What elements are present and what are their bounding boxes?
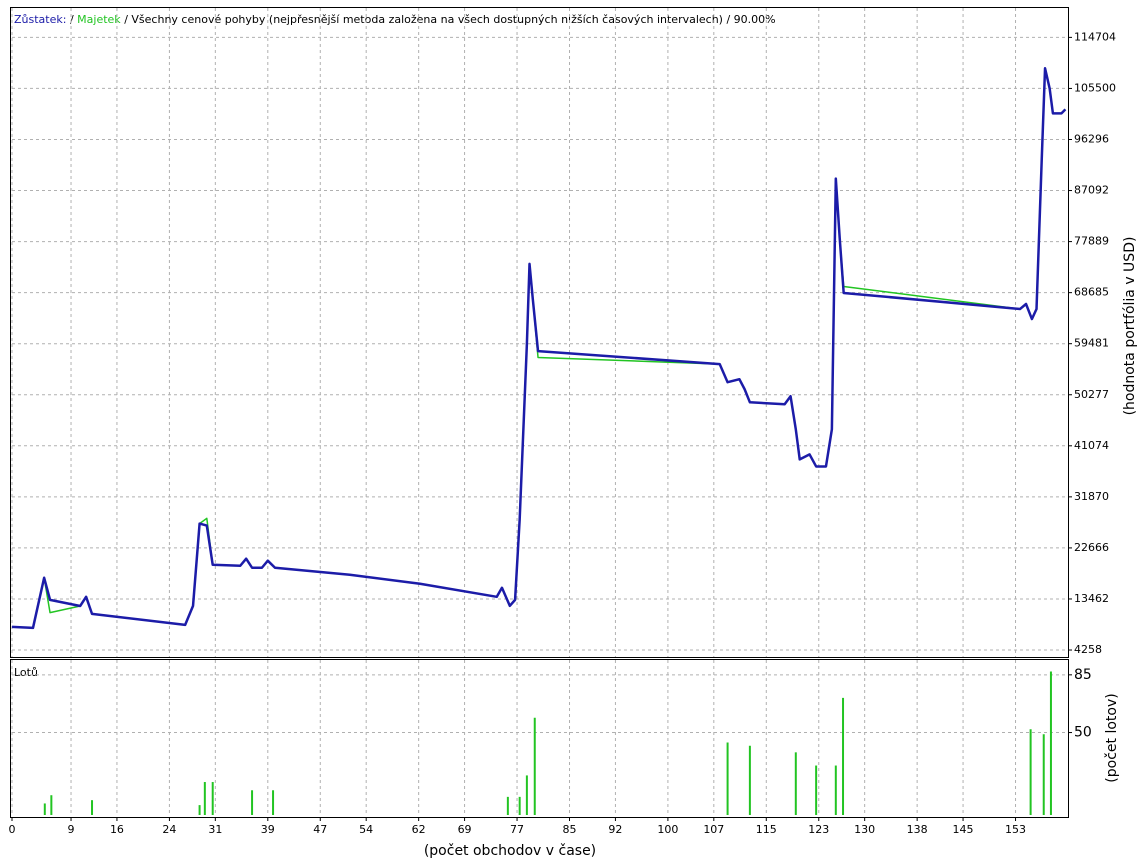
x-tick-label: 62 [412,823,426,836]
x-tick-label: 138 [907,823,928,836]
y-tick-label: 87092 [1074,184,1109,197]
x-tick-label: 92 [608,823,622,836]
y-tick-label: 77889 [1074,235,1109,248]
x-tick-label: 115 [756,823,777,836]
x-tick-label: 47 [313,823,327,836]
title: Všechny cenové pohyby (nejpřesnější meto… [131,13,775,26]
x-tick-label: 107 [703,823,724,836]
x-tick-label: 0 [9,823,16,836]
x-tick-label: 100 [657,823,678,836]
y-tick-label: 41074 [1074,439,1109,452]
legend-balance: Zůstatek: [14,13,66,26]
x-tick-label: 85 [563,823,577,836]
top-plot-frame [10,7,1069,658]
y-axis-label: (hodnota portfólia v USD) [1122,237,1138,416]
y-tick-label: 13462 [1074,592,1109,605]
y-tick-label: 22666 [1074,541,1109,554]
x-tick-label: 24 [162,823,176,836]
y-tick-label: 68685 [1074,286,1109,299]
x-tick-label: 9 [68,823,75,836]
x-tick-label: 69 [458,823,472,836]
bottom-plot-frame [10,659,1069,818]
y-tick-label: 85 [1074,667,1092,683]
y-tick-label: 114704 [1074,30,1116,43]
chart-title: Zůstatek: / Majetek / Všechny cenové poh… [14,13,776,26]
y-tick-label: 50 [1074,725,1092,741]
y-tick-label: 4258 [1074,643,1102,656]
x-tick-label: 123 [808,823,829,836]
x-tick-label: 153 [1005,823,1026,836]
y-tick-label: 105500 [1074,81,1116,94]
y-axis-label: (počet lotov) [1104,693,1120,782]
x-tick-label: 16 [110,823,124,836]
legend-equity: Majetek [77,13,121,26]
x-tick-label: 130 [854,823,875,836]
y-tick-label: 96296 [1074,132,1109,145]
separator: / [70,13,74,26]
x-tick-label: 31 [208,823,222,836]
series-line [11,67,1067,630]
x-tick-label: 54 [359,823,373,836]
x-axis-label: (počet obchodov v čase) [424,843,596,859]
y-tick-label: 50277 [1074,388,1109,401]
lots-label: Lotů [14,666,38,679]
x-tick-label: 39 [261,823,275,836]
separator: / [124,13,128,26]
x-tick-label: 145 [953,823,974,836]
y-tick-label: 59481 [1074,337,1109,350]
x-tick-label: 77 [510,823,524,836]
y-tick-label: 31870 [1074,490,1109,503]
